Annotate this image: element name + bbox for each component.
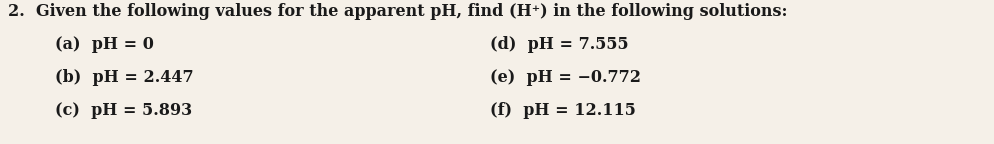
Text: 2.  Given the following values for the apparent pH, find (H⁺) in the following s: 2. Given the following values for the ap… bbox=[8, 3, 786, 20]
Text: (e)  pH = −0.772: (e) pH = −0.772 bbox=[489, 69, 640, 86]
Text: (d)  pH = 7.555: (d) pH = 7.555 bbox=[489, 36, 628, 53]
Text: (b)  pH = 2.447: (b) pH = 2.447 bbox=[55, 69, 194, 86]
Text: (f)  pH = 12.115: (f) pH = 12.115 bbox=[489, 102, 635, 119]
Text: (c)  pH = 5.893: (c) pH = 5.893 bbox=[55, 102, 192, 119]
Text: (a)  pH = 0: (a) pH = 0 bbox=[55, 36, 154, 53]
